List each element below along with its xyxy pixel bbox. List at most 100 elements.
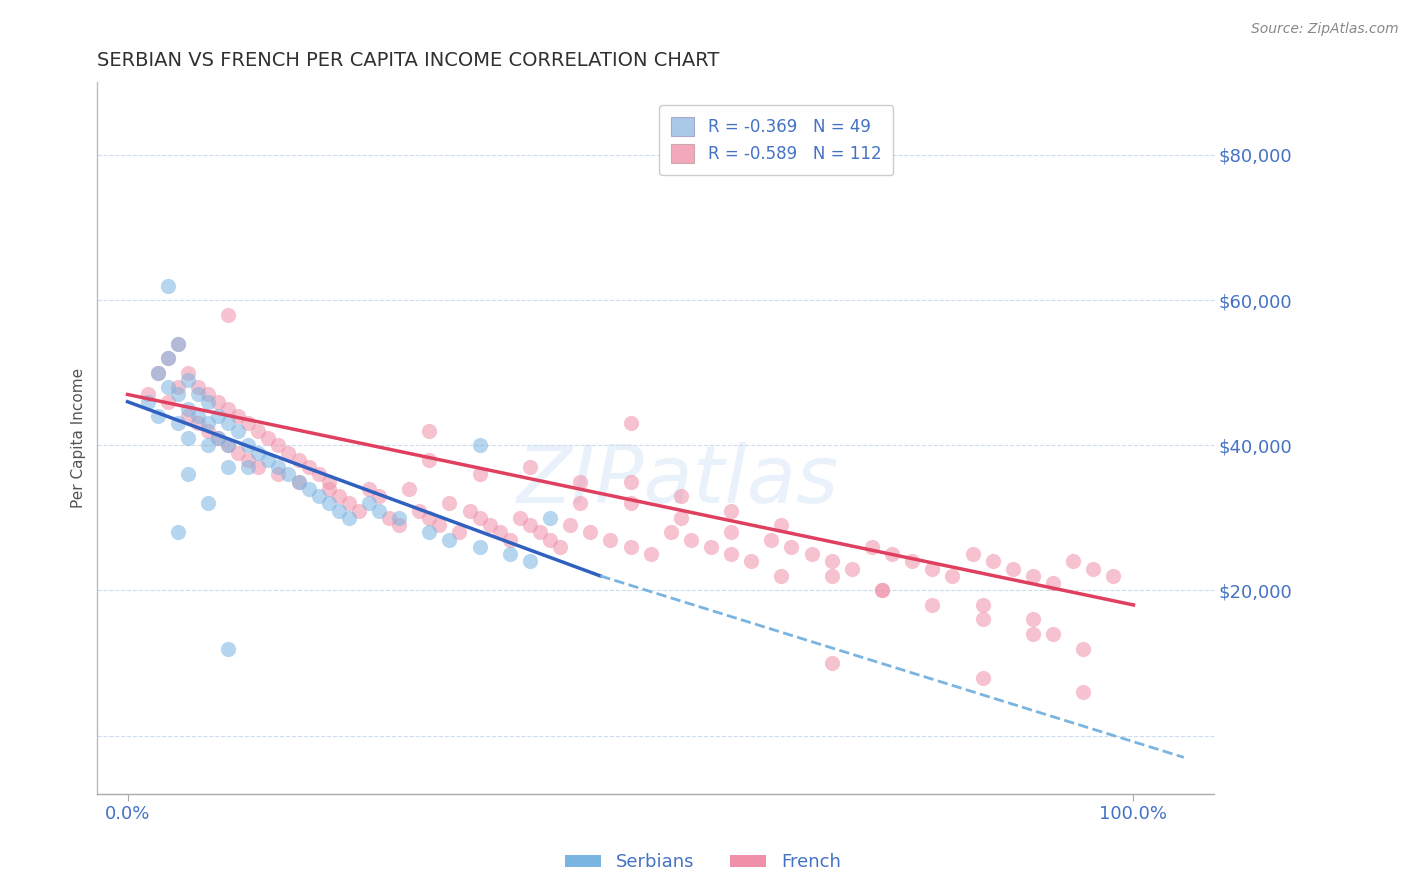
Point: [267, 438, 290, 452]
Point: [277, 445, 299, 459]
Point: [187, 409, 209, 424]
Point: [1022, 569, 1045, 583]
Legend: R = -0.369   N = 49, R = -0.589   N = 112: R = -0.369 N = 49, R = -0.589 N = 112: [659, 105, 893, 175]
Point: [238, 438, 260, 452]
Point: [880, 547, 903, 561]
Point: [156, 351, 179, 366]
Point: [962, 547, 984, 561]
Point: [207, 431, 229, 445]
Point: [619, 496, 641, 510]
Point: [257, 452, 280, 467]
Point: [478, 518, 501, 533]
Point: [207, 431, 229, 445]
Point: [207, 409, 229, 424]
Point: [226, 409, 249, 424]
Point: [217, 438, 239, 452]
Point: [640, 547, 662, 561]
Point: [449, 525, 471, 540]
Point: [538, 533, 561, 547]
Point: [860, 540, 883, 554]
Point: [669, 511, 692, 525]
Point: [1042, 627, 1064, 641]
Point: [388, 511, 411, 525]
Point: [187, 417, 209, 431]
Point: [1042, 576, 1064, 591]
Point: [368, 489, 391, 503]
Point: [388, 518, 411, 533]
Point: [238, 460, 260, 475]
Point: [921, 562, 943, 576]
Point: [247, 460, 270, 475]
Point: [720, 547, 742, 561]
Point: [197, 387, 219, 401]
Legend: Serbians, French: Serbians, French: [558, 847, 848, 879]
Point: [247, 445, 270, 459]
Point: [408, 503, 430, 517]
Point: [226, 445, 249, 459]
Point: [217, 641, 239, 656]
Point: [1083, 562, 1105, 576]
Point: [429, 518, 451, 533]
Point: [499, 533, 522, 547]
Point: [941, 569, 963, 583]
Point: [297, 482, 319, 496]
Point: [509, 511, 531, 525]
Point: [177, 401, 200, 416]
Point: [599, 533, 621, 547]
Point: [1102, 569, 1125, 583]
Point: [579, 525, 602, 540]
Text: Source: ZipAtlas.com: Source: ZipAtlas.com: [1251, 22, 1399, 37]
Point: [197, 417, 219, 431]
Point: [166, 525, 188, 540]
Point: [277, 467, 299, 482]
Point: [740, 554, 762, 568]
Point: [821, 656, 844, 670]
Point: [177, 467, 200, 482]
Point: [318, 496, 340, 510]
Point: [569, 496, 592, 510]
Point: [267, 467, 290, 482]
Point: [136, 387, 159, 401]
Point: [297, 460, 319, 475]
Point: [166, 417, 188, 431]
Point: [287, 475, 309, 489]
Point: [821, 569, 844, 583]
Point: [217, 417, 239, 431]
Point: [357, 482, 380, 496]
Point: [328, 503, 350, 517]
Point: [177, 409, 200, 424]
Point: [136, 394, 159, 409]
Point: [337, 511, 360, 525]
Point: [538, 511, 561, 525]
Point: [1022, 612, 1045, 626]
Point: [146, 366, 169, 380]
Point: [166, 387, 188, 401]
Point: [548, 540, 571, 554]
Point: [1071, 641, 1094, 656]
Point: [439, 496, 461, 510]
Point: [187, 380, 209, 394]
Point: [619, 475, 641, 489]
Point: [499, 547, 522, 561]
Point: [529, 525, 551, 540]
Point: [146, 409, 169, 424]
Point: [177, 373, 200, 387]
Point: [669, 489, 692, 503]
Y-axis label: Per Capita Income: Per Capita Income: [72, 368, 86, 508]
Point: [821, 554, 844, 568]
Point: [257, 431, 280, 445]
Point: [800, 547, 823, 561]
Point: [488, 525, 510, 540]
Point: [972, 671, 994, 685]
Point: [720, 525, 742, 540]
Point: [328, 489, 350, 503]
Point: [901, 554, 924, 568]
Point: [468, 511, 491, 525]
Point: [418, 424, 440, 438]
Point: [619, 540, 641, 554]
Point: [217, 460, 239, 475]
Point: [780, 540, 803, 554]
Point: [458, 503, 481, 517]
Point: [1062, 554, 1084, 568]
Point: [398, 482, 420, 496]
